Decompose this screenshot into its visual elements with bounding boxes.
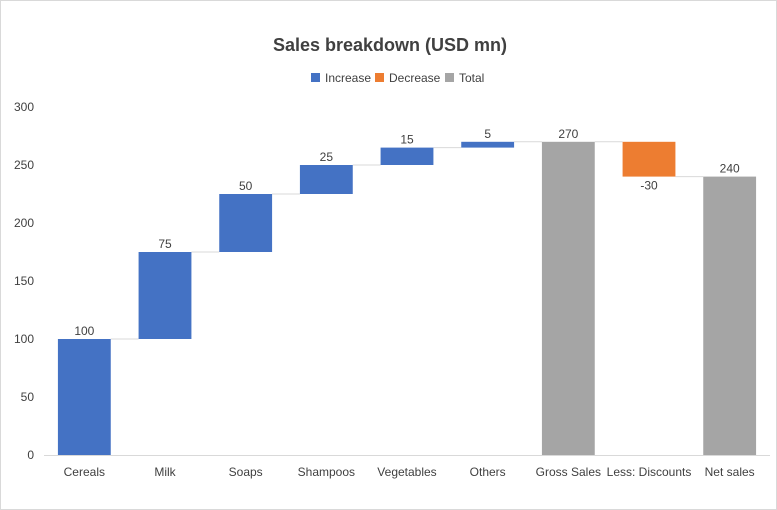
y-tick-label: 0 [27, 448, 34, 462]
y-tick-label: 150 [14, 274, 34, 288]
data-labels: 100 75 50 25 15 5 270 -30 240 [74, 127, 740, 338]
bar-cereals [57, 339, 111, 455]
data-label: 5 [484, 127, 491, 141]
data-label: 15 [400, 133, 414, 147]
bar-shampoos [299, 165, 353, 194]
data-label: -30 [640, 179, 658, 193]
x-tick-label: Gross Sales [536, 465, 601, 479]
y-tick-label: 300 [14, 100, 34, 114]
x-tick-label: Cereals [64, 465, 105, 479]
legend-swatch-total [445, 73, 454, 82]
legend: Increase Decrease Total [311, 71, 484, 85]
x-axis: Cereals Milk Soaps Shampoos Vegetables Others… [44, 455, 770, 479]
x-tick-label: Shampoos [298, 465, 355, 479]
legend-label-decrease: Decrease [389, 71, 441, 85]
x-tick-label: Net sales [705, 465, 755, 479]
y-tick-label: 100 [14, 332, 34, 346]
data-label: 75 [158, 237, 172, 251]
x-tick-label: Milk [154, 465, 176, 479]
data-label: 240 [720, 162, 740, 176]
bar-vegetables [380, 147, 434, 165]
x-tick-label: Less: Discounts [607, 465, 692, 479]
bar-milk [138, 252, 192, 339]
bar-soaps [219, 194, 273, 252]
x-tick-label: Soaps [229, 465, 263, 479]
y-tick-label: 50 [21, 390, 35, 404]
bars [57, 141, 757, 456]
bar-less-discounts [622, 141, 676, 177]
x-tick-label: Others [470, 465, 506, 479]
bar-others [461, 141, 515, 148]
legend-swatch-increase [311, 73, 320, 82]
y-axis: 0 50 100 150 200 250 300 [14, 100, 34, 462]
legend-label-total: Total [459, 71, 484, 85]
data-label: 25 [320, 150, 334, 164]
x-tick-label: Vegetables [377, 465, 436, 479]
data-label: 270 [558, 127, 578, 141]
data-label: 100 [74, 324, 94, 338]
bar-gross-sales [541, 141, 595, 456]
legend-label-increase: Increase [325, 71, 371, 85]
y-tick-label: 250 [14, 158, 34, 172]
legend-swatch-decrease [375, 73, 384, 82]
bar-net-sales [703, 176, 757, 455]
data-label: 50 [239, 179, 253, 193]
y-tick-label: 200 [14, 216, 34, 230]
chart-title: Sales breakdown (USD mn) [273, 35, 507, 55]
connector-lines [110, 141, 704, 340]
